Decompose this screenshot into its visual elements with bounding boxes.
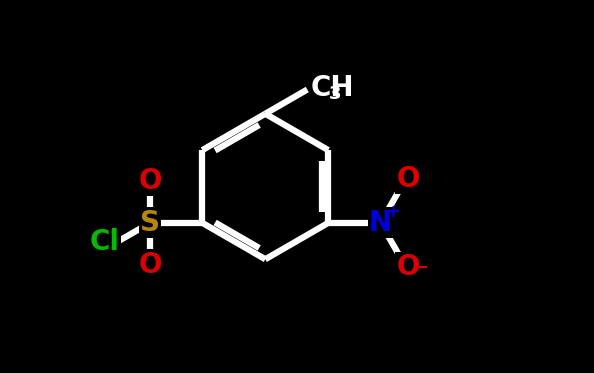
Text: O: O	[397, 164, 420, 192]
Text: N: N	[369, 209, 392, 237]
Text: O: O	[138, 251, 162, 279]
Text: +: +	[385, 203, 400, 221]
Text: CH: CH	[311, 73, 355, 102]
Text: O: O	[397, 253, 420, 281]
Text: S: S	[140, 209, 160, 237]
Text: −: −	[413, 259, 428, 278]
Text: O: O	[138, 167, 162, 195]
Text: 3: 3	[328, 85, 341, 103]
Text: Cl: Cl	[90, 228, 119, 256]
